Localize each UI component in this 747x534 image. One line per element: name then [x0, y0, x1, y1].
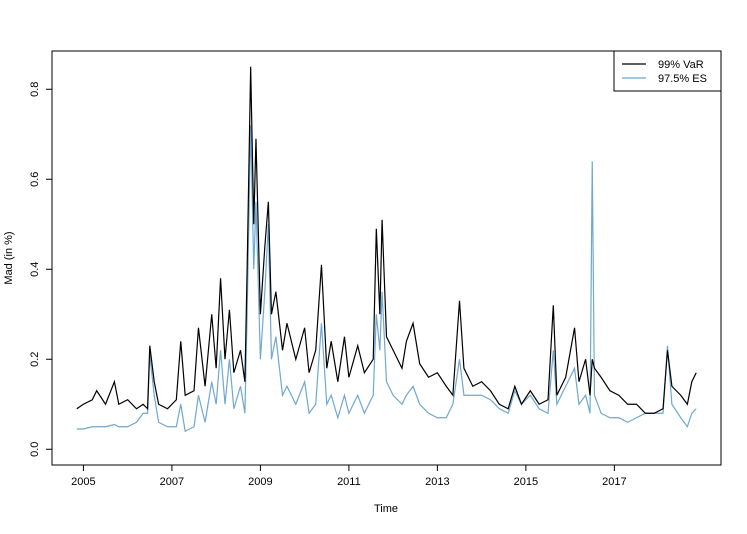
- x-tick-label: 2011: [337, 476, 361, 488]
- x-tick-label: 2009: [248, 476, 272, 488]
- y-tick-label: 0.2: [29, 352, 41, 367]
- y-tick-label: 0.8: [29, 82, 41, 97]
- x-tick-label: 2015: [514, 476, 538, 488]
- series-line: [76, 66, 697, 414]
- x-tick-label: 2005: [71, 476, 95, 488]
- plot-box: [51, 50, 722, 466]
- y-axis-label: Mad (in %): [3, 231, 15, 284]
- x-tick-label: 2007: [160, 476, 184, 488]
- x-axis-label: Time: [374, 503, 398, 515]
- x-tick-label: 2017: [602, 476, 626, 488]
- x-tick-label: 2013: [425, 476, 449, 488]
- legend-label: 99% VaR: [658, 59, 704, 71]
- y-tick-label: 0.4: [29, 262, 41, 277]
- series-line: [76, 125, 697, 433]
- legend-label: 97.5% ES: [658, 73, 707, 85]
- y-tick-label: 0.0: [29, 442, 41, 457]
- y-tick-label: 0.6: [29, 172, 41, 187]
- legend-box: [613, 50, 722, 92]
